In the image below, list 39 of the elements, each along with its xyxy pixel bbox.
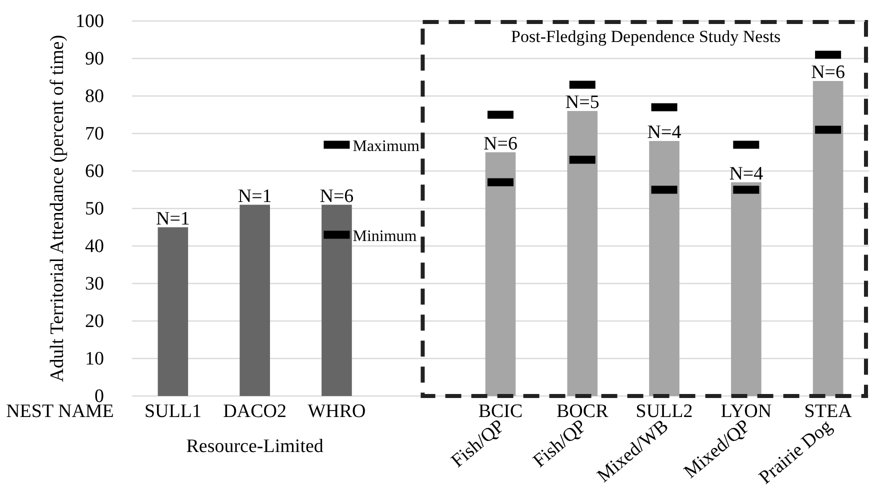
y-tick-label: 40	[85, 236, 104, 257]
annotation: N=4	[729, 163, 764, 184]
annotation: N=6	[320, 186, 354, 207]
y-tick-label: 10	[85, 348, 104, 370]
bar	[649, 141, 680, 396]
y-tick-label: 100	[76, 11, 104, 32]
series-label: Minimum	[352, 228, 418, 245]
x-tick-label: STEA	[804, 401, 852, 422]
bar	[240, 204, 270, 396]
y-tick-label: 80	[85, 86, 104, 107]
x-tick-label: SULL2	[636, 401, 693, 422]
annotation: N=5	[565, 92, 600, 113]
annotation: N=1	[238, 186, 272, 207]
annotation: N=6	[811, 62, 846, 83]
y-tick-label: 70	[85, 124, 104, 144]
text: Resource-Limited	[186, 436, 324, 457]
annotation: N=6	[484, 133, 518, 154]
y-axis-title: Adult Territorial Attendance (percent of time)	[47, 34, 68, 382]
x-tick-label: SULL1	[144, 401, 202, 422]
y-tick-label: 50	[85, 198, 104, 220]
bar	[567, 111, 598, 396]
bar	[485, 152, 516, 396]
text: NEST NAME	[6, 401, 114, 422]
x-tick-label: BCIC	[478, 401, 523, 422]
bar	[812, 81, 844, 396]
y-tick-label: 90	[85, 48, 104, 70]
series-label: Maximum	[352, 138, 420, 155]
annotation: N=1	[156, 208, 190, 230]
y-tick-label: 20	[85, 311, 104, 332]
bar	[158, 227, 188, 396]
y-tick-label: 30	[85, 274, 104, 294]
bar	[322, 204, 352, 396]
x-tick-label: DACO2	[223, 401, 287, 422]
x-tick-label: BOCR	[556, 401, 609, 422]
x-tick-label: WHRO	[308, 401, 366, 422]
bar	[731, 182, 762, 396]
y-tick-label: 60	[85, 161, 104, 182]
annotation: Post-Fledging Dependence Study Nests	[511, 27, 781, 46]
annotation: N=4	[647, 122, 682, 143]
